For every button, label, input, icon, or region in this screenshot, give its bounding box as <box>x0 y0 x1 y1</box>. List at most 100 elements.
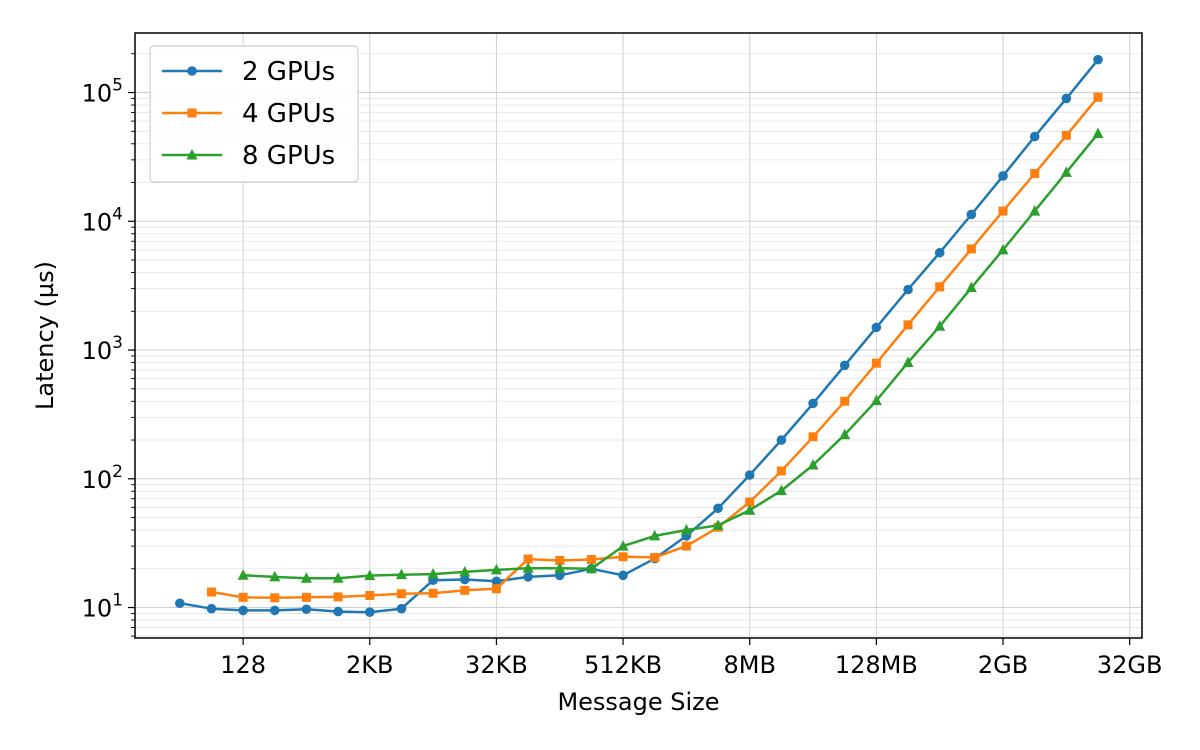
data-point <box>396 589 406 599</box>
series-layer <box>175 54 1104 618</box>
data-point <box>555 555 565 565</box>
data-point <box>270 593 280 603</box>
data-point <box>650 552 660 562</box>
data-point <box>428 588 438 598</box>
data-point <box>554 570 565 581</box>
data-point <box>206 587 216 597</box>
legend: 2 GPUs 4 GPUs 8 GPUs <box>149 45 359 183</box>
legend-label: 2 GPUs <box>242 57 335 87</box>
data-point <box>997 243 1009 255</box>
data-point <box>808 398 818 409</box>
data-point <box>966 209 977 220</box>
grid-lines <box>135 33 1142 638</box>
data-point <box>427 568 439 579</box>
data-point <box>301 592 311 602</box>
data-point <box>460 585 470 595</box>
plot-area-frame <box>134 32 1143 639</box>
data-point <box>1029 131 1040 142</box>
data-point <box>491 576 502 587</box>
data-point <box>902 356 914 368</box>
data-point <box>934 247 945 258</box>
data-point <box>965 281 977 293</box>
data-point <box>238 592 248 602</box>
series-2 <box>206 92 1103 603</box>
data-point <box>333 592 343 602</box>
legend-swatch-marker <box>187 66 197 76</box>
data-point <box>238 605 248 616</box>
data-point <box>459 565 471 577</box>
data-point <box>300 572 312 583</box>
data-point <box>871 322 882 333</box>
data-point <box>966 244 976 254</box>
data-point <box>586 555 596 565</box>
data-point <box>807 458 819 470</box>
data-point <box>617 540 629 551</box>
data-point <box>840 396 850 406</box>
data-point <box>1030 169 1040 179</box>
data-point <box>175 598 185 609</box>
data-point <box>776 466 786 476</box>
y-tick-label: 102 <box>82 462 123 494</box>
data-point <box>712 519 724 530</box>
data-point <box>808 432 818 442</box>
y-tick-label: 103 <box>82 333 123 365</box>
data-point <box>365 591 375 601</box>
data-point <box>491 584 501 594</box>
series-1 <box>175 54 1103 618</box>
data-point <box>364 607 375 618</box>
data-point <box>998 206 1008 216</box>
data-point <box>934 320 946 331</box>
data-point <box>935 282 945 292</box>
series-line <box>179 58 1099 614</box>
data-point <box>618 570 628 581</box>
data-point <box>1061 93 1072 104</box>
data-point <box>523 572 533 582</box>
data-point <box>871 358 881 368</box>
data-point <box>681 541 691 551</box>
x-tick-label: 128MB <box>835 651 918 679</box>
legend-item: 2 GPUs <box>162 57 335 87</box>
data-point <box>776 435 787 445</box>
data-point <box>333 606 343 617</box>
x-tick-label: 8MB <box>724 651 776 679</box>
data-point <box>364 569 376 581</box>
data-point <box>903 284 913 295</box>
data-point <box>269 570 281 582</box>
data-point <box>332 572 344 583</box>
data-point <box>998 171 1008 181</box>
x-tick-label: 128 <box>220 651 266 679</box>
data-point <box>395 568 407 580</box>
data-point <box>459 574 470 585</box>
data-point <box>839 428 851 440</box>
legend-item: 4 GPUs <box>162 99 335 129</box>
x-tick-label: 512KB <box>584 651 662 679</box>
data-point <box>649 529 661 541</box>
series-line <box>243 132 1099 580</box>
data-point <box>301 604 312 615</box>
data-point <box>237 569 249 580</box>
y-axis-label: Latency (µs) <box>31 261 59 410</box>
data-point <box>618 552 628 562</box>
x-tick-label: 2KB <box>346 651 393 679</box>
data-point <box>1093 54 1103 65</box>
data-point <box>1060 166 1072 177</box>
y-tick-label: 101 <box>82 591 123 623</box>
data-point <box>745 497 755 507</box>
data-point <box>396 603 407 614</box>
y-tick-label: 104 <box>82 204 123 236</box>
legend-item: 8 GPUs <box>162 141 335 171</box>
data-point <box>744 504 756 515</box>
x-tick-label: 32KB <box>465 651 528 679</box>
data-point <box>903 320 913 330</box>
data-point <box>269 605 280 616</box>
x-axis-ticks: 128 2KB 32KB 512KB 8MB 128MB 2GB 32GB <box>220 638 1162 679</box>
y-axis-ticks: 101 102 103 104 105 <box>82 53 135 637</box>
data-point <box>585 562 597 574</box>
y-tick-label: 105 <box>82 76 123 108</box>
data-point <box>839 360 850 371</box>
data-point <box>523 554 533 564</box>
data-point <box>713 503 723 514</box>
x-tick-label: 2GB <box>978 651 1028 679</box>
data-point <box>1061 130 1071 140</box>
